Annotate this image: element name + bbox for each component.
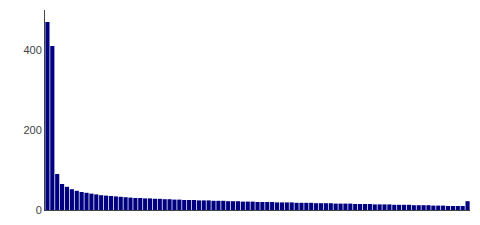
svg-text:400: 400 [23, 44, 41, 56]
svg-text:200: 200 [23, 124, 41, 136]
svg-text:0: 0 [36, 204, 42, 216]
